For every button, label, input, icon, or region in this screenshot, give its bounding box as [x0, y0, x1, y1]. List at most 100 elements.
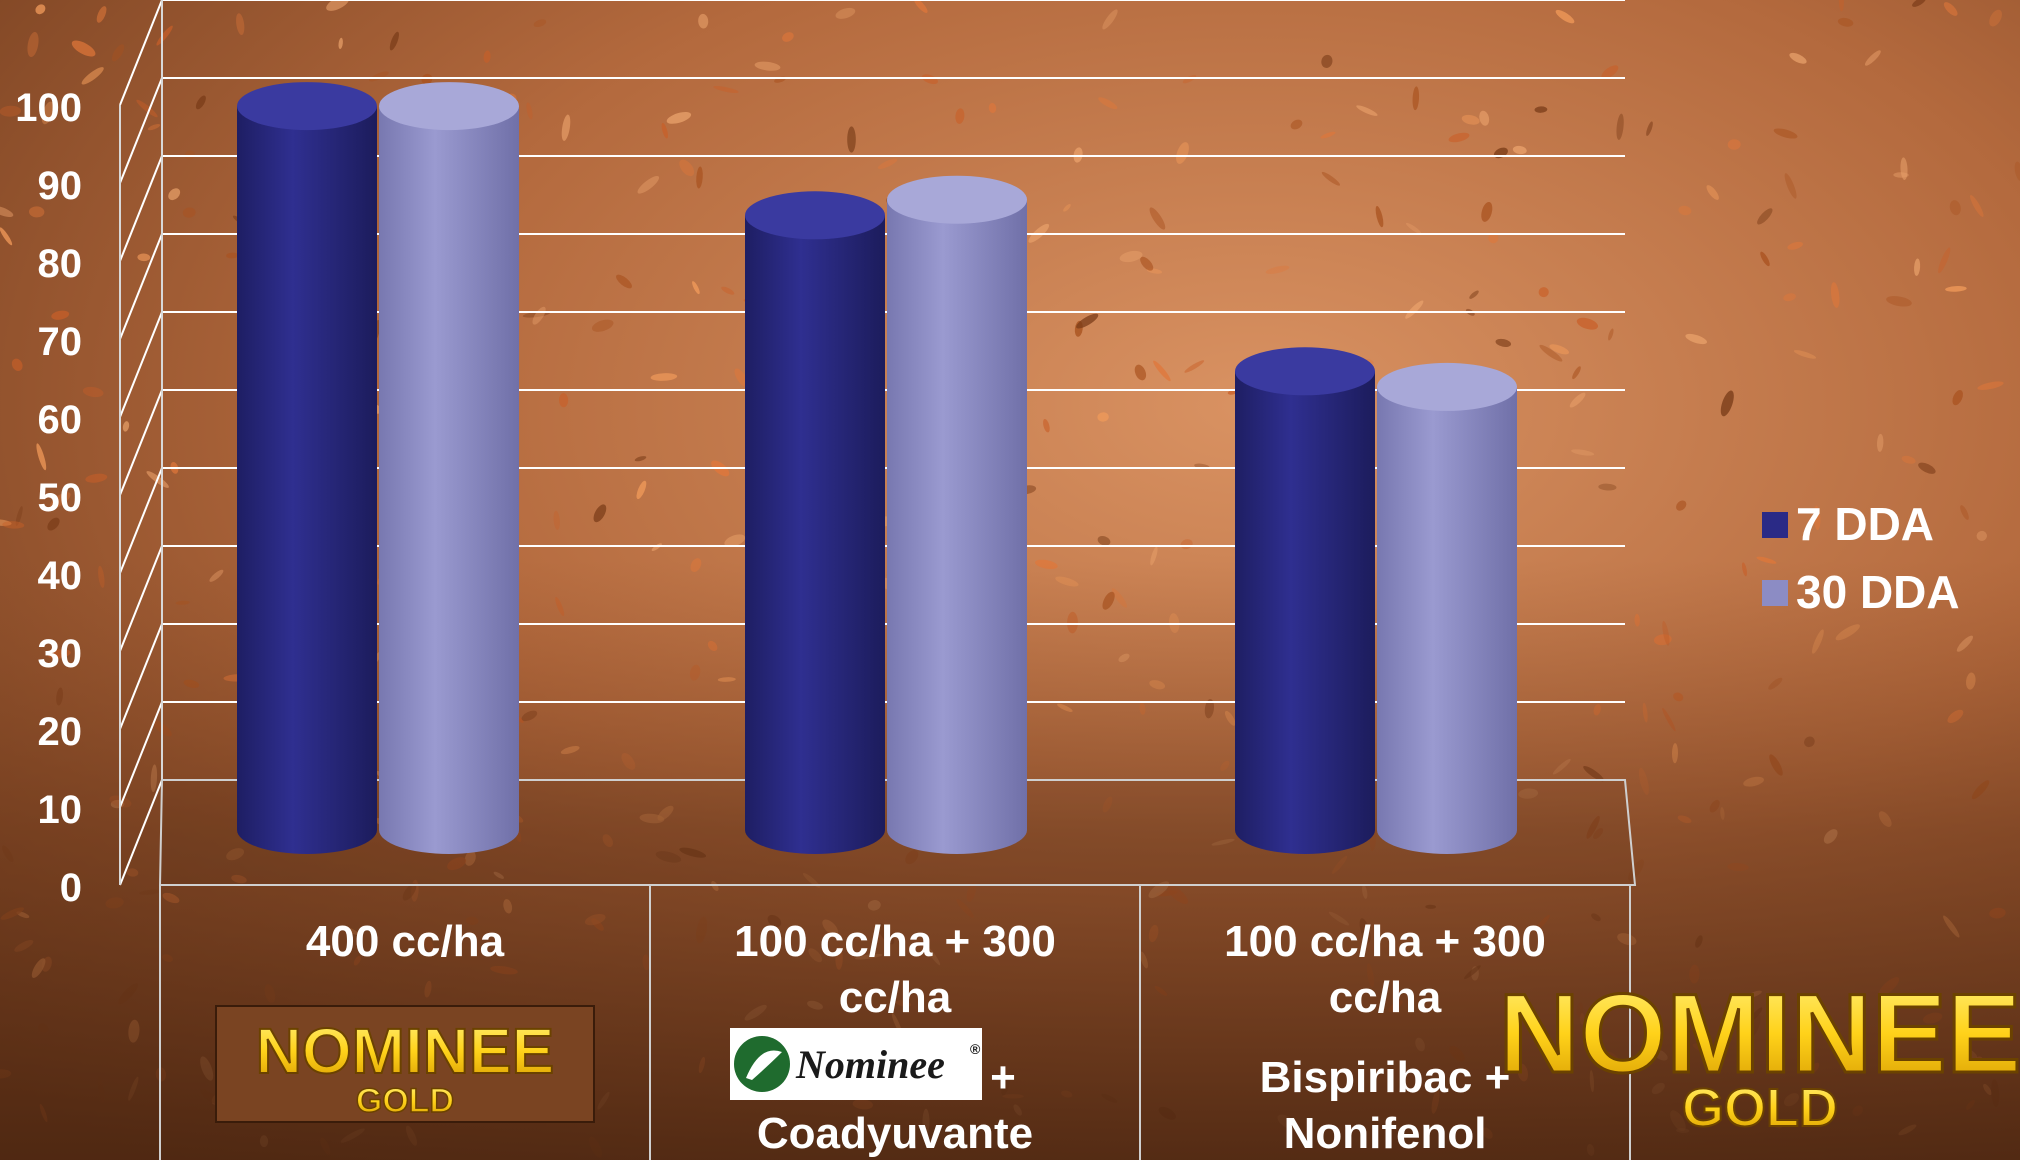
bar-top — [1235, 347, 1375, 396]
x-tick-label: 400 cc/ha — [306, 917, 505, 966]
grain — [389, 31, 399, 51]
grain — [847, 126, 856, 153]
grain — [1356, 105, 1378, 116]
grain — [1646, 121, 1653, 136]
grain — [1184, 360, 1205, 373]
gridline-depth — [119, 155, 163, 262]
grain — [1970, 194, 1984, 218]
gridline-depth — [119, 779, 163, 886]
grain — [1134, 364, 1147, 381]
grain — [561, 114, 571, 141]
y-tick-label: 10 — [38, 788, 83, 832]
gridline-depth — [119, 233, 163, 340]
bar-30dda-2 — [887, 175, 1027, 854]
grain — [338, 37, 343, 50]
y-tick-label: 100 — [15, 86, 82, 130]
bar-body — [1235, 371, 1375, 854]
gridline-depth — [119, 467, 163, 574]
gridline-depth — [119, 311, 163, 418]
grain — [2014, 161, 2020, 182]
category-note: Nonifenol — [1284, 1109, 1487, 1158]
gridline-depth — [119, 0, 163, 106]
grain — [713, 85, 739, 94]
grain — [1481, 201, 1493, 222]
grain — [1918, 462, 1936, 474]
grain — [754, 61, 781, 71]
grain — [955, 108, 965, 124]
grain — [1539, 344, 1563, 362]
grain — [1572, 366, 1581, 380]
legend-swatch — [1762, 512, 1788, 538]
category-note: Bispiribac + — [1260, 1053, 1511, 1102]
grain — [29, 206, 45, 218]
bar-7dda-1 — [237, 82, 377, 855]
grain — [1102, 9, 1118, 30]
grain — [1608, 328, 1614, 341]
bar-7dda-2 — [745, 191, 885, 855]
grain — [156, 25, 173, 46]
grain — [591, 319, 614, 332]
grain — [1534, 106, 1548, 113]
grain — [1727, 139, 1741, 150]
gridline-depth — [119, 389, 163, 496]
grain — [914, 0, 928, 13]
grain — [721, 286, 735, 295]
grain — [326, 0, 350, 11]
grain — [1549, 344, 1569, 355]
logo-word: NOMINEE — [256, 1015, 555, 1087]
grain — [82, 386, 104, 398]
grain — [0, 519, 12, 526]
grain — [147, 123, 161, 131]
legend: 7 DDA 30 DDA — [1762, 498, 1960, 618]
grain — [1960, 505, 1969, 520]
grain — [1290, 119, 1303, 130]
grain — [1773, 128, 1798, 139]
grain — [1176, 142, 1189, 164]
grain — [1952, 389, 1963, 406]
grain — [593, 504, 607, 523]
bar-7dda-3 — [1235, 347, 1375, 854]
grain — [96, 6, 107, 23]
grain — [1555, 9, 1575, 24]
bar-body — [745, 215, 885, 855]
y-tick-label: 80 — [38, 242, 83, 286]
grain — [1149, 207, 1166, 230]
grain — [1182, 74, 1197, 84]
grain — [1512, 145, 1527, 155]
bar-30dda-3 — [1377, 362, 1517, 854]
x-tick-labels: 400 cc/ha 100 cc/ha + 300 cc/ha + Coadyuvant… — [306, 917, 1546, 1158]
grain — [1685, 333, 1708, 345]
bars — [237, 82, 1517, 855]
grain — [1321, 54, 1333, 68]
grain — [226, 252, 239, 259]
grain — [666, 111, 692, 124]
grain — [1706, 185, 1719, 200]
bar-30dda-1 — [379, 82, 519, 855]
grain — [483, 50, 491, 63]
grain — [661, 122, 668, 139]
grain — [1412, 86, 1420, 111]
grain — [122, 421, 130, 432]
grain — [1886, 296, 1912, 307]
bar-top — [379, 82, 519, 131]
grain — [634, 456, 647, 462]
grain — [1760, 251, 1770, 267]
bar-top — [887, 175, 1027, 224]
grain — [51, 310, 70, 320]
bar-top — [1377, 362, 1517, 411]
grain — [1119, 250, 1143, 263]
y-tick-label: 20 — [38, 710, 83, 754]
grain — [15, 506, 23, 526]
grain — [1321, 171, 1341, 186]
grain — [2, 521, 25, 529]
grain — [1813, 505, 1821, 531]
y-tick-label: 40 — [38, 554, 83, 598]
grain — [1098, 97, 1118, 110]
grain — [835, 7, 856, 19]
nominee-gold-logo-large: NOMINEE GOLD — [1497, 970, 2020, 1140]
grain — [637, 175, 660, 194]
grain — [27, 31, 39, 58]
grain — [1097, 412, 1109, 422]
grain — [1976, 530, 1987, 541]
grain — [1320, 131, 1336, 139]
